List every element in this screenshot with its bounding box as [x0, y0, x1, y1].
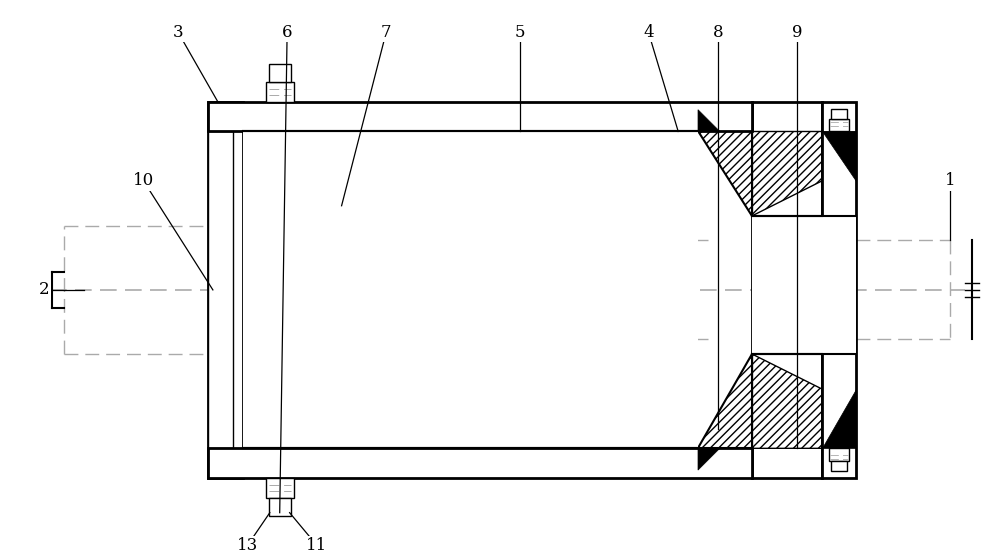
- Text: 11: 11: [306, 537, 327, 554]
- Bar: [269, 498, 291, 516]
- Bar: [243, 132, 698, 449]
- Text: 6: 6: [282, 24, 292, 41]
- Polygon shape: [752, 354, 822, 449]
- Bar: [208, 449, 752, 478]
- Text: 7: 7: [381, 24, 391, 41]
- Bar: [829, 449, 849, 461]
- Bar: [266, 82, 294, 102]
- Polygon shape: [698, 132, 752, 216]
- Text: 9: 9: [792, 24, 802, 41]
- Bar: [208, 102, 243, 478]
- Bar: [831, 461, 847, 471]
- Bar: [269, 64, 291, 82]
- Bar: [208, 132, 233, 449]
- Bar: [822, 102, 856, 478]
- Polygon shape: [698, 354, 752, 449]
- Text: 1: 1: [945, 172, 956, 189]
- Bar: [752, 216, 822, 354]
- Polygon shape: [822, 132, 856, 181]
- Text: 2: 2: [39, 282, 50, 298]
- Bar: [266, 478, 294, 498]
- Polygon shape: [698, 449, 720, 470]
- Text: 5: 5: [515, 24, 525, 41]
- Polygon shape: [822, 389, 856, 449]
- Bar: [208, 102, 752, 132]
- Text: 4: 4: [643, 24, 654, 41]
- Bar: [829, 119, 849, 132]
- Bar: [831, 109, 847, 119]
- Text: 8: 8: [713, 24, 723, 41]
- Polygon shape: [752, 132, 822, 216]
- Bar: [752, 102, 822, 478]
- Polygon shape: [698, 110, 720, 132]
- Text: 13: 13: [237, 537, 258, 554]
- Text: 3: 3: [173, 24, 184, 41]
- Bar: [822, 216, 856, 354]
- Text: 10: 10: [133, 172, 154, 189]
